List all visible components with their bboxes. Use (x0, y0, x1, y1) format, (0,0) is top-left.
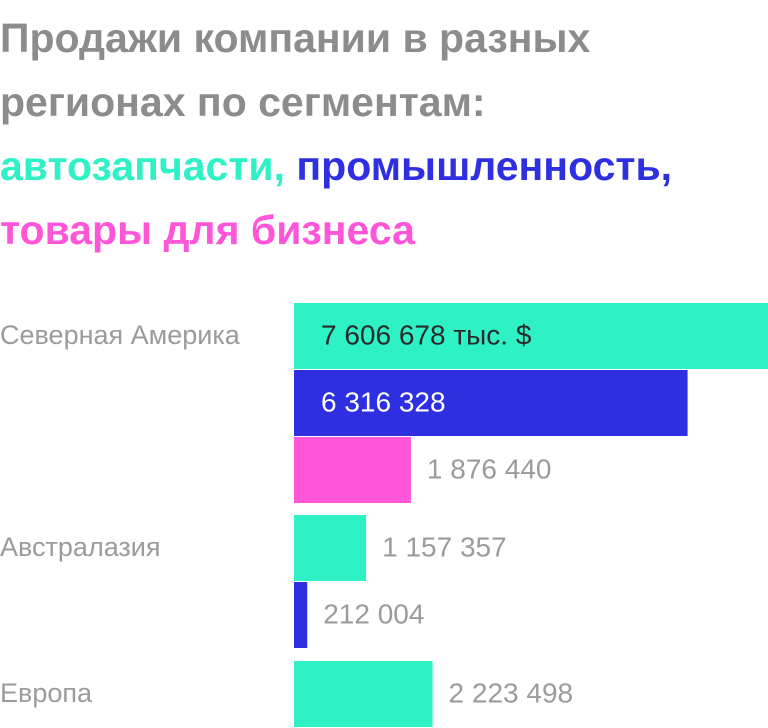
bar-europe-auto-parts (294, 661, 433, 727)
bar-north-america-industrial (294, 370, 688, 436)
chart-title: Продажи компании в разных регионах по се… (0, 6, 768, 262)
title-line-4: товары для бизнеса (0, 198, 768, 262)
category-label-north-america: Северная Америка (0, 320, 241, 350)
title-line-1: Продажи компании в разных (0, 15, 591, 61)
value-label-north-america-auto-parts: 7 606 678 тыс. $ (321, 319, 532, 350)
value-label-north-america-industrial: 6 316 328 (321, 386, 446, 417)
bar-north-america-auto-parts (294, 303, 768, 369)
legend-business-products: товары для бизнеса (0, 207, 415, 253)
legend-industrial: промышленность, (296, 143, 673, 189)
title-line-2: регионах по сегментам: (0, 79, 486, 125)
bar-australasia-auto-parts (294, 515, 367, 581)
title-line-3: автозапчасти, промышленность, (0, 134, 768, 198)
value-label-australasia-auto-parts: 1 157 357 (382, 531, 507, 562)
value-label-europe-auto-parts: 2 223 498 (449, 677, 574, 708)
legend-auto-parts: автозапчасти, (0, 143, 285, 189)
bar-north-america-business-products (294, 437, 411, 503)
value-label-north-america-business-products: 1 876 440 (427, 453, 552, 484)
value-label-australasia-industrial: 212 004 (323, 598, 424, 629)
category-label-australasia: Австралазия (0, 532, 161, 562)
category-label-europe: Европа (0, 678, 93, 708)
bar-australasia-industrial (294, 582, 308, 648)
